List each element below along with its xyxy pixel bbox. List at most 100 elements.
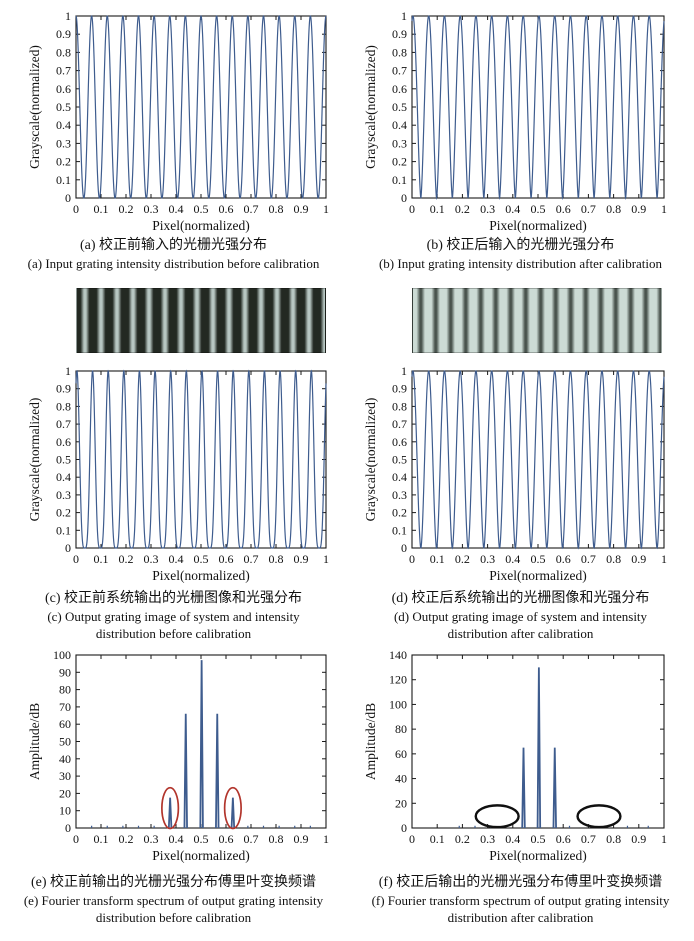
svg-text:0.2: 0.2 [119, 552, 134, 566]
caption-f-en-line2: distribution after calibration [447, 910, 594, 925]
svg-text:0.2: 0.2 [56, 155, 71, 169]
svg-text:0.5: 0.5 [56, 453, 71, 467]
svg-text:0.6: 0.6 [219, 832, 234, 846]
svg-text:0.3: 0.3 [144, 552, 159, 566]
svg-text:1: 1 [401, 364, 407, 378]
svg-text:0.4: 0.4 [505, 202, 520, 216]
caption-b-zh: (b) 校正后输入的光栅光强分布 [426, 238, 615, 253]
grating-image-before-calibration [76, 288, 326, 353]
caption-a-en: (a) Input grating intensity distribution… [27, 256, 320, 271]
svg-text:0.2: 0.2 [392, 155, 407, 169]
svg-text:Amplitude/dB: Amplitude/dB [27, 703, 42, 780]
svg-text:60: 60 [59, 717, 71, 731]
svg-text:80: 80 [59, 683, 71, 697]
svg-text:0: 0 [401, 191, 407, 205]
caption-a-zh: (a) 校正前输入的光栅光强分布 [79, 238, 268, 253]
svg-text:1: 1 [323, 202, 329, 216]
svg-text:0.5: 0.5 [531, 552, 546, 566]
svg-text:0.3: 0.3 [56, 136, 71, 150]
svg-text:60: 60 [395, 747, 407, 761]
svg-text:0: 0 [401, 821, 407, 835]
svg-text:0.7: 0.7 [56, 64, 71, 78]
svg-text:0.5: 0.5 [56, 100, 71, 114]
svg-text:0.9: 0.9 [392, 27, 407, 41]
svg-text:0.4: 0.4 [505, 552, 520, 566]
svg-text:0.6: 0.6 [556, 552, 571, 566]
svg-text:1: 1 [323, 552, 329, 566]
caption-b-en: (b) Input grating intensity distribution… [378, 256, 663, 271]
svg-text:0.1: 0.1 [430, 832, 445, 846]
svg-text:0.2: 0.2 [119, 202, 134, 216]
svg-text:0.1: 0.1 [94, 832, 109, 846]
svg-text:0.8: 0.8 [606, 832, 621, 846]
svg-text:0: 0 [409, 832, 415, 846]
svg-text:0.1: 0.1 [392, 173, 407, 187]
svg-text:90: 90 [59, 665, 71, 679]
svg-text:0: 0 [409, 202, 415, 216]
chart-d-output-grating-after: 0 0.1 0.2 0.3 0.4 0.5 0.6 0.7 0.8 0.9 1 0 0.1 0.2 0.3 0… [363, 364, 667, 583]
svg-text:40: 40 [395, 772, 407, 786]
panel-a: 0 0.1 0.2 0.3 0.4 0.5 0.6 0.7 0.8 0.9 1 0 0.1 0.2 0.3 0… [0, 0, 347, 272]
svg-text:0.7: 0.7 [392, 417, 407, 431]
svg-text:0.8: 0.8 [392, 399, 407, 413]
svg-text:1: 1 [661, 202, 667, 216]
svg-text:0.5: 0.5 [194, 552, 209, 566]
svg-text:0: 0 [73, 202, 79, 216]
svg-text:0.8: 0.8 [269, 552, 284, 566]
svg-text:0.8: 0.8 [269, 832, 284, 846]
svg-text:0.5: 0.5 [392, 100, 407, 114]
svg-text:100: 100 [389, 697, 407, 711]
svg-text:0: 0 [401, 541, 407, 555]
svg-text:Pixel(normalized): Pixel(normalized) [489, 568, 586, 583]
svg-text:0.2: 0.2 [56, 506, 71, 520]
svg-text:0.2: 0.2 [455, 832, 470, 846]
svg-text:Pixel(normalized): Pixel(normalized) [489, 848, 586, 863]
svg-text:0: 0 [65, 821, 71, 835]
svg-text:10: 10 [59, 804, 71, 818]
svg-text:0.2: 0.2 [119, 832, 134, 846]
svg-text:120: 120 [389, 673, 407, 687]
svg-text:0.5: 0.5 [194, 832, 209, 846]
svg-text:0.9: 0.9 [56, 27, 71, 41]
svg-text:0.1: 0.1 [94, 552, 109, 566]
svg-text:1: 1 [65, 9, 71, 23]
svg-text:0.3: 0.3 [392, 488, 407, 502]
svg-text:0.4: 0.4 [392, 118, 407, 132]
svg-text:0.7: 0.7 [581, 202, 596, 216]
svg-text:0.4: 0.4 [169, 832, 184, 846]
svg-text:0.3: 0.3 [144, 202, 159, 216]
svg-text:0.7: 0.7 [244, 832, 259, 846]
svg-text:Pixel(normalized): Pixel(normalized) [152, 218, 249, 233]
svg-text:0.9: 0.9 [56, 382, 71, 396]
svg-text:50: 50 [59, 735, 71, 749]
svg-text:0.3: 0.3 [56, 488, 71, 502]
svg-text:Grayscale(normalized): Grayscale(normalized) [363, 45, 378, 169]
panel-c: 0 0.1 0.2 0.3 0.4 0.5 0.6 0.7 0.8 0.9 1 0 0.1 0.2 0.3 0… [0, 357, 347, 642]
chart-b-input-grating-after: 0 0.1 0.2 0.3 0.4 0.5 0.6 0.7 0.8 0.9 1 0 0.1 0.2 0.3 0… [363, 9, 667, 233]
svg-text:0.9: 0.9 [631, 552, 646, 566]
svg-text:0: 0 [73, 552, 79, 566]
caption-f-en-line1: (f) Fourier transform spectrum of output… [371, 893, 670, 908]
svg-text:0.6: 0.6 [56, 435, 71, 449]
svg-text:0.1: 0.1 [430, 202, 445, 216]
svg-text:0.9: 0.9 [294, 832, 309, 846]
svg-text:Grayscale(normalized): Grayscale(normalized) [27, 45, 42, 169]
svg-text:0.3: 0.3 [480, 552, 495, 566]
svg-text:1: 1 [401, 9, 407, 23]
svg-text:1: 1 [661, 832, 667, 846]
svg-text:Pixel(normalized): Pixel(normalized) [489, 218, 586, 233]
svg-text:0.5: 0.5 [194, 202, 209, 216]
panel-f: 0 0.1 0.2 0.3 0.4 0.5 0.6 0.7 0.8 0.9 1 0 20 40 60 80 10… [347, 641, 694, 926]
svg-text:0.5: 0.5 [531, 202, 546, 216]
svg-text:Amplitude/dB: Amplitude/dB [363, 703, 378, 780]
caption-e-zh: (e) 校正前输出的光栅光强分布傅里叶变换频谱 [30, 875, 317, 890]
svg-text:1: 1 [323, 832, 329, 846]
svg-text:70: 70 [59, 700, 71, 714]
svg-text:0.9: 0.9 [294, 552, 309, 566]
svg-text:0.2: 0.2 [455, 202, 470, 216]
svg-text:0.8: 0.8 [56, 399, 71, 413]
svg-text:0.4: 0.4 [505, 832, 520, 846]
svg-text:Pixel(normalized): Pixel(normalized) [152, 848, 249, 863]
svg-text:0.3: 0.3 [392, 136, 407, 150]
